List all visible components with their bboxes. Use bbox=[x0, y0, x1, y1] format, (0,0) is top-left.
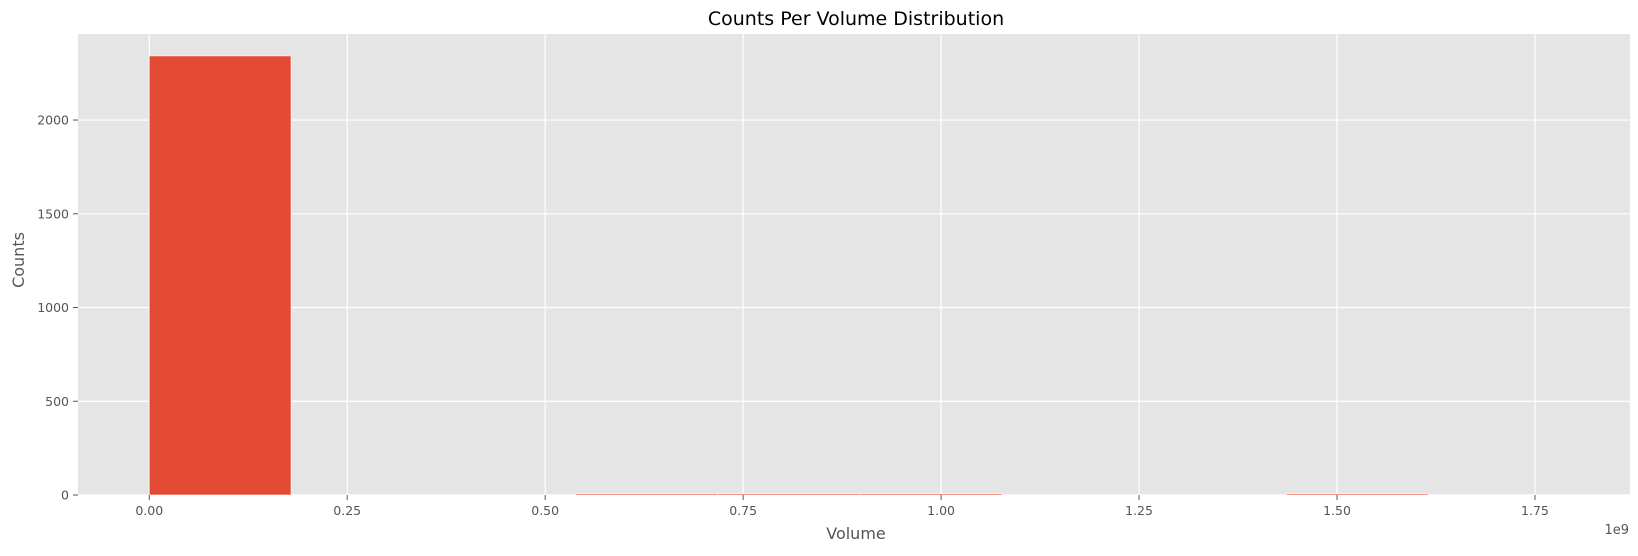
histogram-bar bbox=[1286, 493, 1429, 496]
histogram-bar bbox=[717, 493, 860, 496]
plot-background bbox=[78, 34, 1630, 495]
x-tick-label: 0.75 bbox=[729, 503, 757, 518]
y-axis-ticks: 0 500 1000 1500 2000 bbox=[37, 113, 78, 503]
y-tick-label: 1500 bbox=[37, 206, 69, 221]
y-tick-label: 0 bbox=[61, 488, 69, 503]
y-tick-label: 500 bbox=[45, 394, 69, 409]
y-tick-label: 2000 bbox=[37, 113, 69, 128]
y-axis-label: Counts bbox=[9, 232, 28, 288]
x-tick-label: 0.50 bbox=[531, 503, 559, 518]
x-axis-ticks: 0.00 0.25 0.50 0.75 1.00 1.25 1.50 1.75 bbox=[135, 495, 1549, 518]
x-axis-label: Volume bbox=[826, 524, 886, 543]
x-tick-label: 0.25 bbox=[333, 503, 361, 518]
x-axis-offset-label: 1e9 bbox=[1604, 523, 1629, 538]
histogram-bar bbox=[859, 493, 1003, 496]
chart-title: Counts Per Volume Distribution bbox=[708, 8, 1004, 30]
histogram-bars bbox=[148, 55, 1429, 496]
x-tick-label: 1.00 bbox=[927, 503, 955, 518]
histogram-bar bbox=[148, 55, 292, 496]
x-tick-label: 1.50 bbox=[1323, 503, 1351, 518]
x-tick-label: 1.25 bbox=[1125, 503, 1153, 518]
x-tick-label: 0.00 bbox=[135, 503, 163, 518]
y-tick-label: 1000 bbox=[37, 300, 69, 315]
x-tick-label: 1.75 bbox=[1521, 503, 1549, 518]
histogram-bar bbox=[574, 493, 719, 496]
